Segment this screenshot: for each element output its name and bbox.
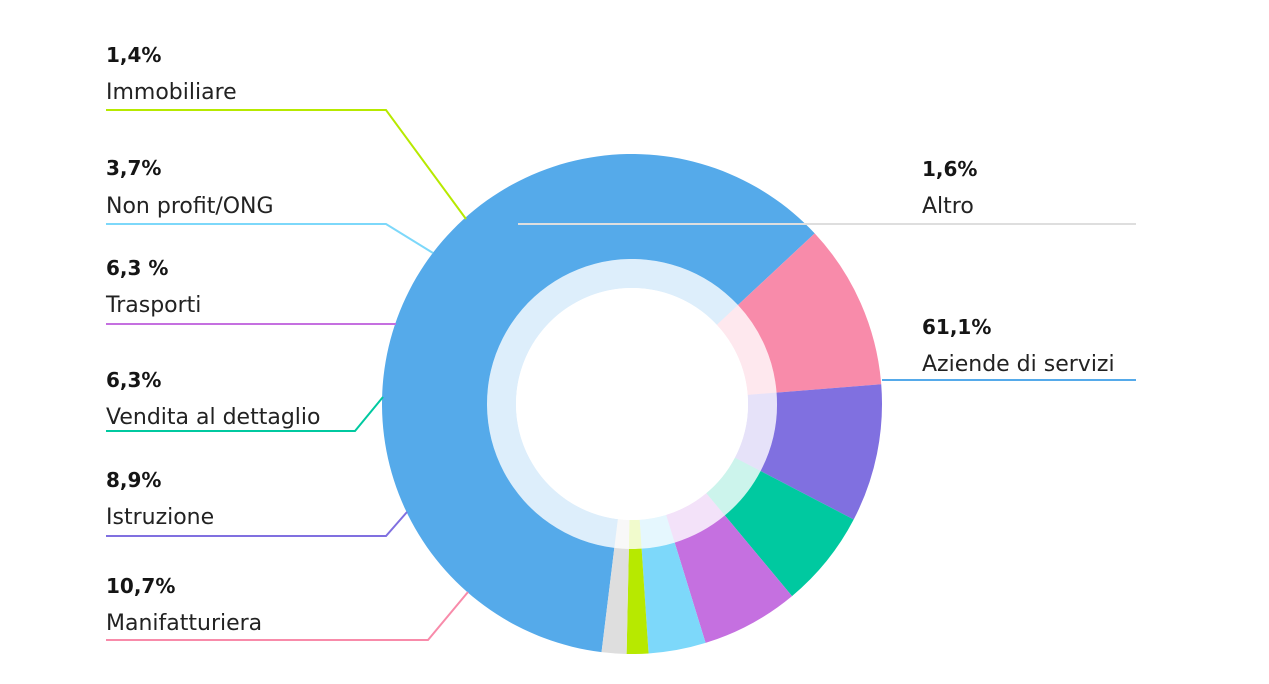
- inner-ring-manifatturiera: [716, 305, 777, 395]
- category-label-immobiliare: Immobiliare: [106, 80, 237, 105]
- category-label-aziende-di-servizi: Aziende di servizi: [922, 352, 1115, 377]
- slice-manifatturiera: [737, 233, 882, 393]
- percent-label-immobiliare: 1,4%: [106, 43, 161, 67]
- percent-label-istruzione: 8,9%: [106, 468, 161, 492]
- category-label-non-profit-ong: Non profit/ONG: [106, 194, 274, 219]
- leader-line-vendita-al-dettaglio: [106, 396, 384, 432]
- inner-ring-vendita-al-dettaglio: [706, 457, 761, 516]
- slice-vendita-al-dettaglio: [724, 470, 854, 597]
- donut-hole: [516, 288, 748, 520]
- category-label-altro: Altro: [922, 194, 974, 219]
- percent-label-aziende-di-servizi: 61,1%: [922, 315, 991, 339]
- slices-layer: [382, 154, 882, 655]
- percent-label-trasporti: 6,3 %: [106, 256, 168, 280]
- labels-layer: 61,1% Aziende di servizi 10,7% Manifatturie…: [105, 43, 1115, 636]
- slice-trasporti: [674, 515, 793, 643]
- inner-ring-altro: [614, 519, 630, 549]
- slice-immobiliare: [626, 548, 649, 655]
- inner-ring-immobiliare: [628, 519, 642, 549]
- slice-non-profit-ong: [641, 542, 706, 654]
- inner-ring-istruzione: [734, 392, 777, 471]
- inner-ring-trasporti: [666, 493, 725, 543]
- category-label-manifatturiera: Manifatturiera: [106, 611, 262, 636]
- percent-label-non-profit-ong: 3,7%: [106, 156, 161, 180]
- slice-aziende-di-servizi: [382, 154, 815, 653]
- inner-ring-aziende-di-servizi: [487, 259, 738, 548]
- inner-ring-layer: [487, 259, 777, 549]
- percent-label-manifatturiera: 10,7%: [106, 574, 175, 598]
- slice-istruzione: [760, 384, 882, 520]
- category-label-istruzione: Istruzione: [106, 505, 214, 530]
- category-label-vendita-al-dettaglio: Vendita al dettaglio: [106, 405, 320, 430]
- leader-line-istruzione: [106, 511, 408, 537]
- percent-label-vendita-al-dettaglio: 6,3%: [106, 368, 161, 392]
- inner-ring-non-profit-ong: [639, 514, 675, 549]
- leader-line-manifatturiera: [106, 591, 469, 641]
- slice-altro: [601, 547, 629, 654]
- category-label-trasporti: Trasporti: [105, 293, 201, 318]
- leader-lines-layer: [106, 109, 1136, 641]
- leader-line-immobiliare: [106, 109, 467, 220]
- leader-line-non-profit-ong: [106, 223, 434, 254]
- percent-label-altro: 1,6%: [922, 157, 977, 181]
